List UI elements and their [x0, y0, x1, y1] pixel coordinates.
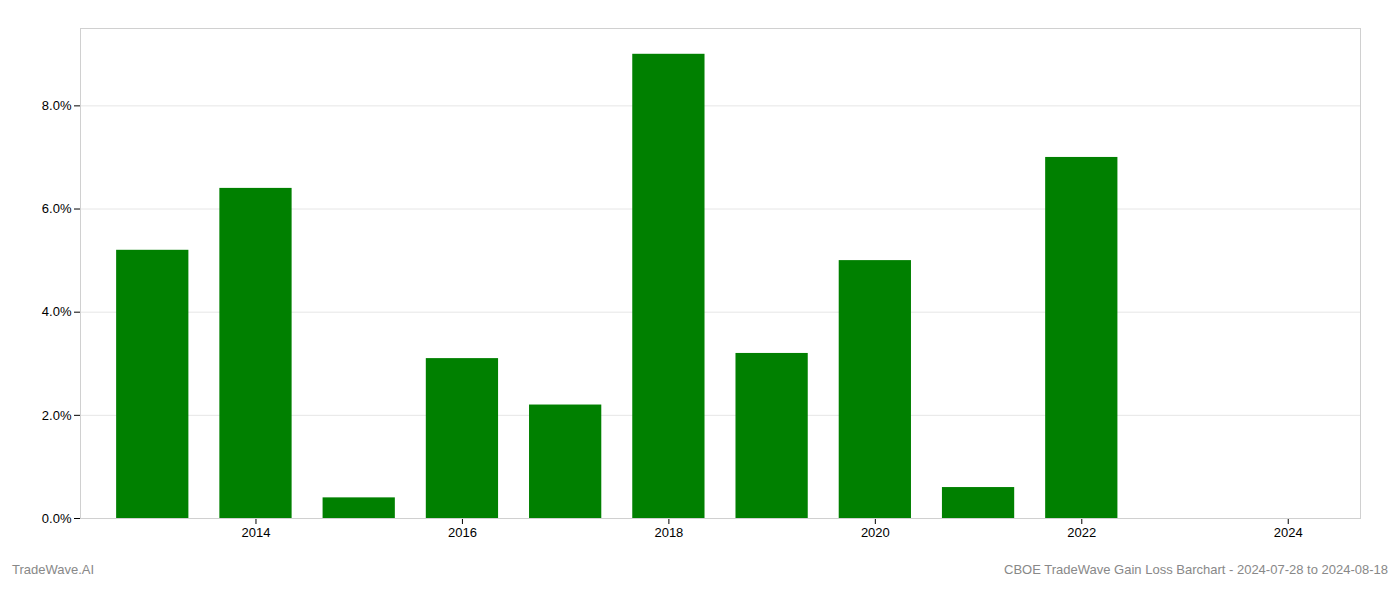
- svg-text:4.0%: 4.0%: [42, 304, 72, 319]
- html-text:TradeWave.AI: TradeWave.AI: [12, 562, 95, 577]
- svg-text:6.0%: 6.0%: [42, 201, 72, 216]
- svg-text:8.0%: 8.0%: [42, 98, 72, 113]
- svg-text:2014: 2014: [242, 525, 271, 540]
- svg-text:2024: 2024: [1274, 525, 1303, 540]
- svg-text:2020: 2020: [861, 525, 890, 540]
- html-text:CBOE TradeWave Gain Loss Barch: CBOE TradeWave Gain Loss Barchart - 2024…: [1004, 562, 1388, 577]
- svg-text:2018: 2018: [654, 525, 683, 540]
- svg-text:2016: 2016: [448, 525, 477, 540]
- svg-text:0.0%: 0.0%: [42, 511, 72, 526]
- svg-text:2022: 2022: [1067, 525, 1096, 540]
- svg-text:2.0%: 2.0%: [42, 408, 72, 423]
